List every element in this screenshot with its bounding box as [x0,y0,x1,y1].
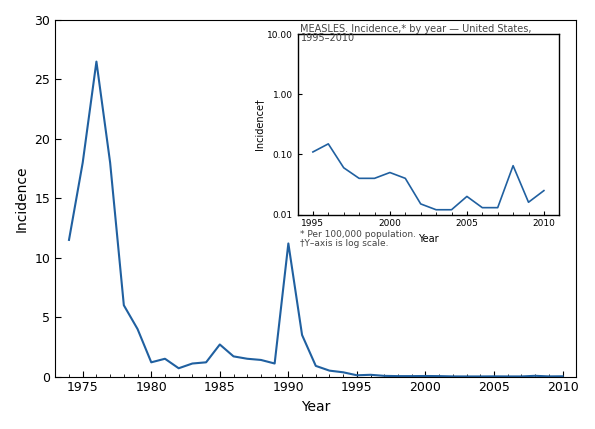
Text: * Per 100,000 population.: * Per 100,000 population. [300,230,416,239]
Y-axis label: Incidence†: Incidence† [254,99,264,150]
X-axis label: Year: Year [418,234,439,244]
Text: †Y–axis is log scale.: †Y–axis is log scale. [300,239,389,248]
X-axis label: Year: Year [301,400,330,414]
Text: MEASLES. Incidence,* by year — United States,: MEASLES. Incidence,* by year — United St… [300,24,532,33]
Text: 1995–2010: 1995–2010 [300,33,355,43]
Y-axis label: Incidence: Incidence [15,165,29,232]
